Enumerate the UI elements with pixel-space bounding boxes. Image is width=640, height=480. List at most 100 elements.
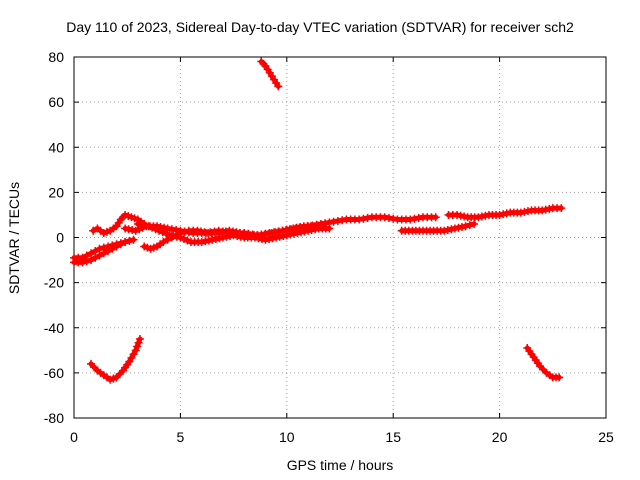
data-point-marker	[133, 219, 142, 228]
data-point-marker	[289, 224, 298, 233]
data-point-marker	[89, 226, 98, 235]
data-point-marker	[389, 214, 398, 223]
data-point-marker	[91, 253, 100, 262]
y-tick-label: 0	[56, 230, 64, 246]
x-tick-label: 10	[279, 429, 295, 445]
data-point-marker	[167, 233, 176, 242]
data-point-marker	[151, 225, 160, 234]
data-point-marker	[121, 238, 130, 247]
data-point-marker	[538, 206, 547, 215]
data-point-marker	[333, 216, 342, 225]
data-point-marker	[193, 226, 202, 235]
data-point-marker	[321, 219, 330, 228]
data-point-marker	[516, 208, 525, 217]
data-point-marker	[557, 204, 566, 213]
data-point-marker	[317, 220, 326, 229]
data-point-marker	[465, 221, 474, 230]
data-point-marker	[162, 229, 171, 238]
data-point-marker	[495, 210, 504, 219]
data-point-marker	[78, 253, 87, 262]
data-point-marker	[406, 215, 415, 224]
y-tick-label: -80	[44, 410, 64, 426]
series-lower-left-arc	[87, 335, 144, 384]
data-point-marker	[380, 213, 389, 222]
data-point-marker	[159, 238, 168, 247]
series-upper-isolated-arc	[257, 57, 283, 91]
data-point-marker	[208, 235, 217, 244]
series-late-arc-low	[397, 219, 479, 235]
data-point-marker	[176, 228, 185, 237]
data-point-marker	[140, 221, 149, 230]
data-point-marker	[477, 212, 486, 221]
data-point-marker	[264, 229, 273, 238]
data-point-marker	[124, 225, 133, 234]
data-point-marker	[470, 219, 479, 228]
data-point-marker	[474, 213, 483, 222]
x-axis-label: GPS time / hours	[286, 457, 394, 473]
data-point-marker	[456, 211, 465, 220]
y-tick-label: -40	[44, 320, 64, 336]
data-point-marker	[274, 227, 283, 236]
data-point-marker	[443, 225, 452, 234]
data-point-marker	[461, 222, 470, 231]
data-point-marker	[87, 256, 96, 265]
x-tick-label: 15	[385, 429, 401, 445]
series-mid-arc-3	[140, 219, 330, 253]
y-tick-label: 40	[48, 139, 64, 155]
data-point-marker	[155, 226, 164, 235]
data-point-marker	[329, 217, 338, 226]
x-tick-label: 25	[598, 429, 614, 445]
data-point-marker	[108, 241, 117, 250]
data-point-marker	[282, 225, 291, 234]
data-point-marker	[134, 338, 143, 347]
data-point-marker	[95, 251, 104, 260]
data-point-marker	[314, 221, 323, 230]
data-point-marker	[158, 228, 167, 237]
data-point-marker	[243, 230, 252, 239]
data-point-marker	[131, 226, 140, 235]
data-point-marker	[87, 249, 96, 258]
y-tick-label: 60	[48, 94, 64, 110]
data-point-marker	[116, 239, 125, 248]
data-point-marker	[131, 346, 140, 355]
data-point-marker	[204, 236, 213, 245]
data-point-marker	[545, 204, 554, 213]
data-point-marker	[232, 228, 241, 237]
data-point-marker	[228, 227, 237, 236]
data-point-marker	[310, 222, 319, 231]
chart-title: Day 110 of 2023, Sidereal Day-to-day VTE…	[66, 19, 574, 35]
data-point-marker	[196, 227, 205, 236]
data-point-marker	[135, 335, 144, 344]
data-point-marker	[257, 231, 266, 240]
data-point-marker	[454, 223, 463, 232]
series-lower-right-arc	[523, 344, 564, 382]
data-point-marker	[481, 211, 490, 220]
data-point-marker	[278, 226, 287, 235]
y-axis-label: SDTVAR / TECUs	[6, 181, 22, 295]
data-point-marker	[384, 213, 393, 222]
data-point-marker	[167, 225, 176, 234]
data-point-marker	[137, 220, 146, 229]
data-point-marker	[523, 207, 532, 216]
axis-ticks: 0 5 10 15 20 25 -80 -60 -40 -20 0 20 40 60 80	[44, 49, 614, 445]
data-point-marker	[214, 228, 223, 237]
data-point-marker	[239, 229, 248, 238]
data-point-marker	[99, 243, 108, 252]
x-tick-label: 20	[492, 429, 508, 445]
data-point-marker	[128, 225, 137, 234]
data-point-marker	[502, 209, 511, 218]
data-point-marker	[292, 223, 301, 232]
series-main-band-high	[70, 238, 130, 262]
data-point-marker	[285, 225, 294, 234]
data-point-marker	[95, 244, 104, 253]
data-point-marker	[555, 373, 564, 382]
data-point-marker	[450, 224, 459, 233]
data-point-marker	[274, 82, 283, 91]
data-point-marker	[359, 214, 368, 223]
data-point-marker	[260, 230, 269, 239]
data-point-marker	[225, 226, 234, 235]
data-point-marker	[414, 213, 423, 222]
grid	[74, 57, 606, 418]
series-late-arc-high	[444, 204, 566, 222]
